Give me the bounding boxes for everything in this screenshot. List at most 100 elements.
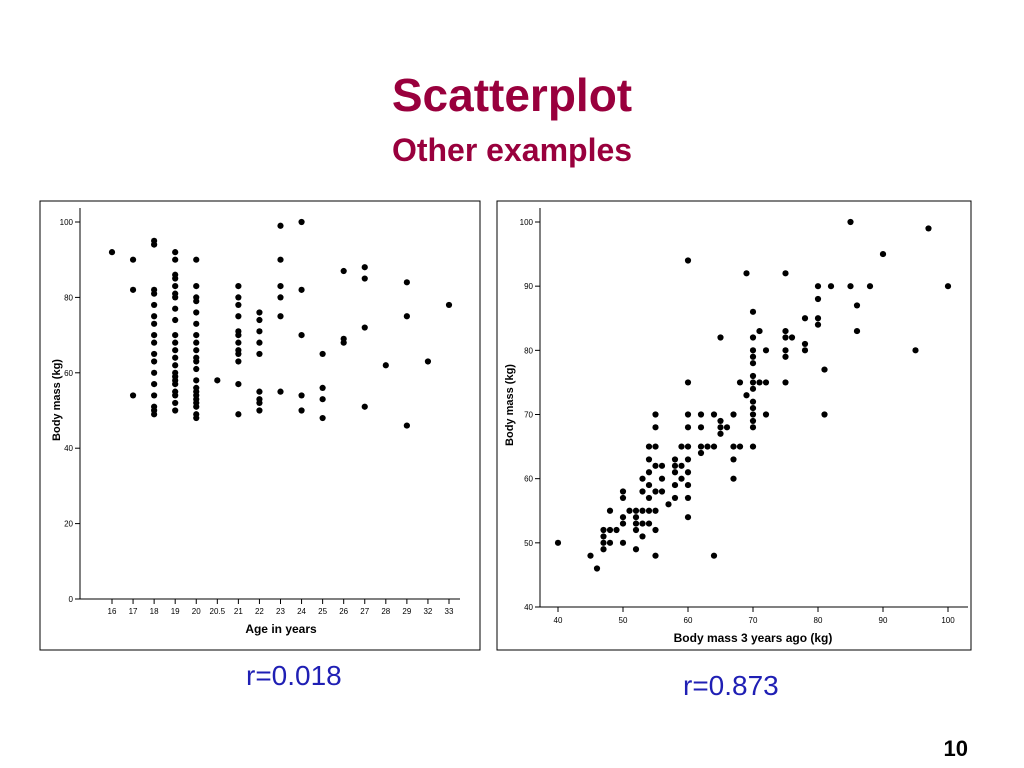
- data-point: [193, 332, 200, 339]
- data-point: [671, 494, 679, 502]
- data-point: [684, 443, 692, 450]
- data-point: [632, 520, 640, 527]
- y-tick-label: 60: [524, 475, 533, 484]
- y-tick-label: 70: [524, 411, 533, 420]
- data-point: [108, 249, 116, 256]
- data-point: [749, 347, 757, 354]
- x-tick-label: 25: [318, 607, 327, 616]
- data-point: [361, 403, 368, 410]
- x-tick-label: 20: [192, 607, 201, 616]
- data-point: [671, 462, 679, 469]
- data-point: [361, 264, 368, 271]
- data-point: [730, 443, 737, 450]
- x-tick-label: 50: [619, 616, 628, 625]
- data-point: [658, 475, 666, 482]
- data-point: [645, 469, 653, 476]
- data-point: [361, 275, 368, 282]
- data-point: [193, 347, 200, 354]
- data-point: [814, 295, 822, 303]
- data-point: [736, 443, 744, 450]
- data-point: [639, 520, 646, 527]
- data-point: [424, 358, 432, 365]
- data-point: [645, 520, 653, 527]
- x-tick-label: 18: [150, 607, 159, 616]
- data-point: [756, 379, 763, 386]
- data-point: [697, 411, 705, 418]
- x-tick-label: 21: [234, 607, 243, 616]
- data-point: [853, 302, 861, 309]
- data-point: [697, 443, 705, 450]
- data-point: [704, 443, 711, 450]
- data-point: [658, 488, 666, 495]
- data-point: [587, 552, 594, 559]
- data-point: [632, 526, 640, 534]
- data-point: [782, 379, 789, 386]
- y-tick-label: 40: [524, 603, 533, 612]
- data-point: [632, 514, 640, 521]
- y-tick-label: 80: [64, 293, 73, 302]
- data-point: [749, 308, 757, 315]
- data-point: [298, 218, 305, 226]
- data-point: [235, 313, 242, 320]
- x-axis-label: Body mass 3 years ago (kg): [674, 631, 833, 645]
- data-point: [723, 424, 731, 431]
- data-point: [814, 321, 822, 328]
- data-point: [193, 403, 200, 410]
- data-point: [193, 365, 200, 373]
- data-point: [652, 443, 659, 450]
- data-point: [606, 507, 614, 514]
- data-point: [382, 362, 389, 369]
- data-point: [172, 362, 179, 369]
- data-point: [645, 443, 653, 450]
- x-tick-label: 16: [108, 607, 117, 616]
- data-point: [827, 283, 835, 290]
- y-tick-label: 90: [524, 282, 533, 291]
- data-point: [277, 256, 284, 263]
- data-point: [235, 282, 242, 290]
- data-point: [319, 396, 326, 403]
- data-point: [678, 443, 685, 450]
- data-point: [652, 488, 659, 495]
- data-point: [652, 462, 659, 469]
- data-point: [172, 407, 179, 414]
- data-point: [606, 539, 614, 546]
- data-point: [632, 507, 640, 514]
- data-point: [782, 327, 789, 335]
- data-point: [762, 379, 770, 386]
- data-point: [782, 334, 789, 341]
- data-point: [717, 424, 724, 431]
- data-point: [749, 443, 757, 450]
- data-point: [361, 324, 368, 331]
- data-point: [749, 385, 757, 392]
- data-point: [749, 379, 757, 386]
- x-tick-label: 70: [749, 616, 758, 625]
- x-tick-label: 32: [423, 607, 432, 616]
- data-point: [697, 449, 705, 457]
- data-point: [749, 404, 757, 412]
- data-point: [277, 294, 284, 301]
- chart-frame: [496, 200, 972, 651]
- data-point: [235, 381, 242, 388]
- data-point: [749, 398, 757, 405]
- data-point: [678, 475, 685, 482]
- data-point: [129, 256, 137, 263]
- data-point: [193, 358, 200, 365]
- data-point: [593, 565, 601, 572]
- data-point: [214, 377, 221, 384]
- data-point: [235, 411, 242, 418]
- data-point: [256, 407, 263, 414]
- data-point: [678, 462, 685, 469]
- data-point: [743, 270, 750, 277]
- y-tick-label: 60: [64, 369, 73, 378]
- scatter-chart-age: 0 20 40 60 80 100 16 17 18 19 20 20.5 21 22 23 24 25 26 2…: [39, 200, 481, 651]
- data-point: [671, 456, 679, 463]
- x-tick-label: 23: [276, 607, 285, 616]
- y-axis-label: Body mass (kg): [51, 359, 63, 441]
- x-tick-label: 100: [941, 616, 955, 625]
- x-ticks: 40 50 60 70 80 90 100: [554, 607, 955, 625]
- data-point: [619, 514, 627, 521]
- data-point: [613, 526, 620, 534]
- data-point: [782, 347, 789, 354]
- data-point: [749, 424, 757, 431]
- x-tick-label: 19: [171, 607, 180, 616]
